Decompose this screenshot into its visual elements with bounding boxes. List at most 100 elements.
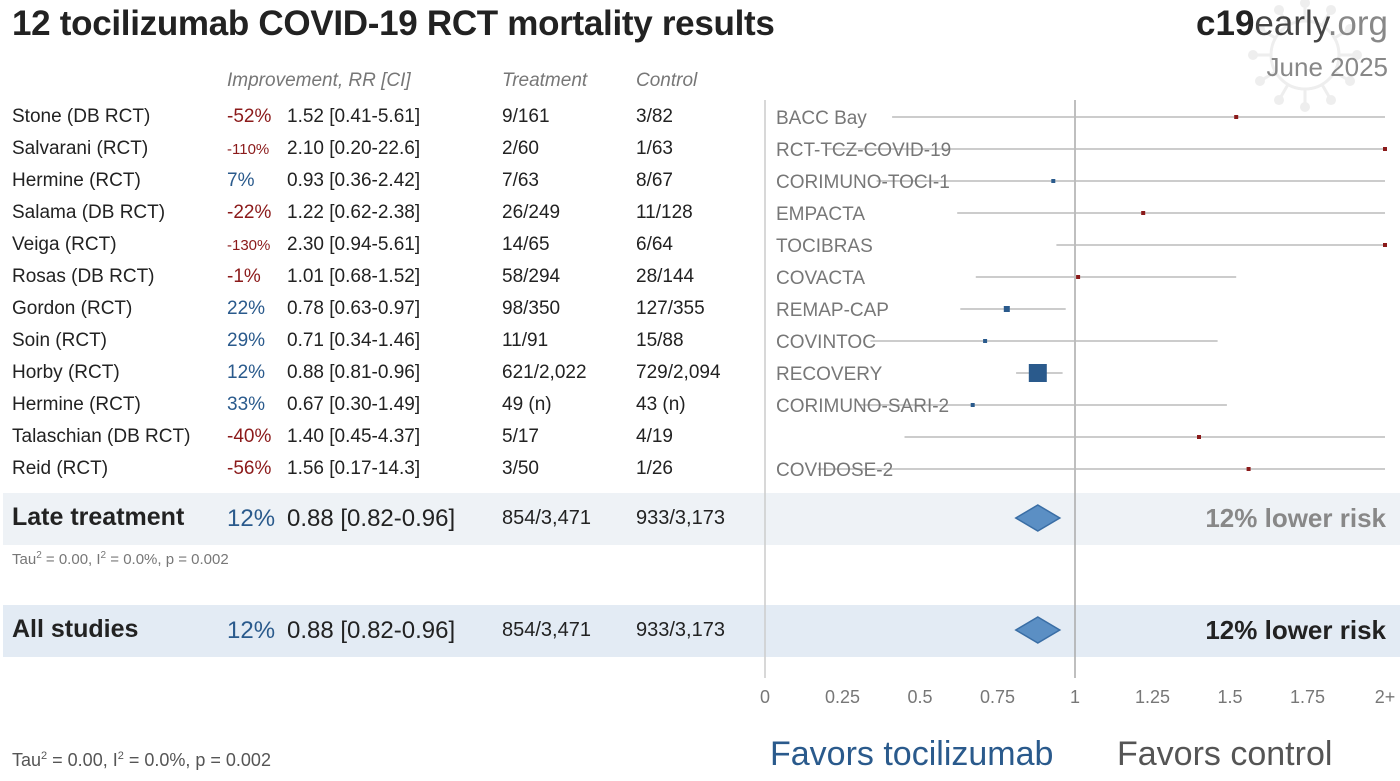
late-i-value: = 0.0%, p = 0.002 <box>106 551 229 568</box>
trial-label: RCT-TCZ-COVID-19 <box>776 140 951 161</box>
study-improvement: 7% <box>227 170 255 191</box>
study-name: Salama (DB RCT) <box>12 202 166 223</box>
x-tick-label: 0.5 <box>907 687 932 707</box>
header-control: Control <box>636 70 698 91</box>
study-name: Hermine (RCT) <box>12 394 141 415</box>
brand-part-3: .org <box>1327 4 1388 43</box>
virus-spike-tip <box>1326 4 1336 15</box>
rr-marker <box>1051 179 1056 183</box>
study-improvement: 29% <box>227 330 266 351</box>
study-rr: 0.71 [0.34-1.46] <box>287 330 421 351</box>
study-rr: 1.01 [0.68-1.52] <box>287 266 421 287</box>
study-treatment: 3/50 <box>502 458 539 479</box>
all-treatment-count: 854/3,471 <box>502 619 591 641</box>
trial-label: TOCIBRAS <box>776 236 873 257</box>
study-name: Horby (RCT) <box>12 362 120 383</box>
rr-marker <box>1234 115 1239 119</box>
virus-spike-tip <box>1254 24 1265 34</box>
study-rr: 2.10 [0.20-22.6] <box>287 138 421 159</box>
study-improvement: 33% <box>227 394 266 415</box>
study-control: 6/64 <box>636 234 673 255</box>
study-control: 8/67 <box>636 170 673 191</box>
virus-spike-tip <box>1248 50 1258 60</box>
rr-marker <box>1076 275 1081 279</box>
study-rr: 0.67 [0.30-1.49] <box>287 394 421 415</box>
trial-label: REMAP-CAP <box>776 300 889 321</box>
rr-marker <box>983 339 988 343</box>
all-control-count: 933/3,173 <box>636 619 725 641</box>
virus-spike-tip <box>1352 50 1362 60</box>
trial-label: COVIDOSE-2 <box>776 460 893 481</box>
summary-diamond <box>1014 504 1062 532</box>
virus-watermark-icon <box>1248 0 1362 112</box>
x-axis-ticks: 0 0.25 0.5 0.75 1 1.25 1.5 1.75 2+ <box>760 687 1395 707</box>
all-rr: 0.88 [0.82-0.96] <box>287 617 456 644</box>
x-tick-label: 0.25 <box>825 687 860 707</box>
header-treatment: Treatment <box>502 70 588 91</box>
rr-markers <box>970 115 1387 471</box>
trial-labels: BACC Bay RCT-TCZ-COVID-19 CORIMUNO-TOCI-1 E… <box>776 108 951 481</box>
study-improvement: -56% <box>227 458 272 479</box>
study-rr: 0.78 [0.63-0.97] <box>287 298 421 319</box>
all-studies-label: All studies <box>12 615 139 643</box>
x-tick-label: 1 <box>1070 687 1080 707</box>
study-treatment: 58/294 <box>502 266 561 287</box>
study-treatment: 9/161 <box>502 106 550 127</box>
study-treatment: 11/91 <box>502 330 549 351</box>
rr-marker <box>970 403 975 407</box>
trial-label: COVACTA <box>776 268 865 289</box>
study-name: Reid (RCT) <box>12 458 109 479</box>
study-improvement: -40% <box>227 426 272 447</box>
study-control: 1/63 <box>636 138 673 159</box>
study-improvement: 12% <box>227 362 266 383</box>
all-heterogeneity: Tau2 = 0.00, I2 = 0.0%, p = 0.002 <box>12 750 271 771</box>
study-control: 127/355 <box>636 298 705 319</box>
trial-label: CORIMUNO-SARI-2 <box>776 396 949 417</box>
late-treatment-band <box>3 493 1400 545</box>
late-tau-value: = 0.00, I <box>41 551 101 568</box>
rr-marker <box>1141 211 1146 215</box>
summary-diamond <box>1014 616 1062 644</box>
study-treatment: 49 (n) <box>502 394 552 415</box>
brand-part-2: early <box>1254 4 1328 43</box>
virus-spike-tip <box>1345 24 1356 34</box>
late-i-sup: 2 <box>100 550 107 561</box>
late-treatment-label: Late treatment <box>12 503 185 531</box>
rr-marker <box>1197 435 1201 439</box>
late-treatment-count: 854/3,471 <box>502 507 591 529</box>
virus-spike-tip <box>1274 95 1284 106</box>
study-treatment: 98/350 <box>502 298 561 319</box>
all-i-value: = 0.0%, p = 0.002 <box>123 750 271 770</box>
x-tick-label: 1.5 <box>1217 687 1242 707</box>
study-name: Stone (DB RCT) <box>12 106 151 127</box>
study-name: Veiga (RCT) <box>12 234 117 255</box>
study-treatment: 26/249 <box>502 202 561 223</box>
study-treatment: 621/2,022 <box>502 362 587 383</box>
study-rr: 2.30 [0.94-5.61] <box>287 234 421 255</box>
all-tau-label: Tau <box>12 750 42 770</box>
rr-marker <box>1028 364 1047 382</box>
trial-label: EMPACTA <box>776 204 865 225</box>
study-treatment: 7/63 <box>502 170 539 191</box>
ci-lines <box>817 116 1385 470</box>
late-tau-sup: 2 <box>36 550 42 561</box>
study-rr: 1.40 [0.45-4.37] <box>287 426 421 447</box>
brand-logo[interactable]: c19early.org <box>1196 4 1388 44</box>
favors-treatment-label: Favors tocilizumab <box>770 735 1054 773</box>
study-name: Hermine (RCT) <box>12 170 141 191</box>
late-risk-label: 12% lower risk <box>1205 503 1386 533</box>
trial-label: BACC Bay <box>776 108 867 129</box>
study-treatment: 5/17 <box>502 426 539 447</box>
study-name: Gordon (RCT) <box>12 298 133 319</box>
study-improvement: 22% <box>227 298 266 319</box>
study-rr: 1.56 [0.17-14.3] <box>287 458 421 479</box>
study-control: 43 (n) <box>636 394 686 415</box>
x-tick-label: 1.25 <box>1135 687 1170 707</box>
favors-control-label: Favors control <box>1117 735 1333 773</box>
study-rr: 0.88 [0.81-0.96] <box>287 362 421 383</box>
study-rr: 0.93 [0.36-2.42] <box>287 170 421 191</box>
all-tau-value: = 0.00, I <box>47 750 118 770</box>
all-improvement: 12% <box>227 617 276 644</box>
study-improvement: -110% <box>227 141 270 158</box>
